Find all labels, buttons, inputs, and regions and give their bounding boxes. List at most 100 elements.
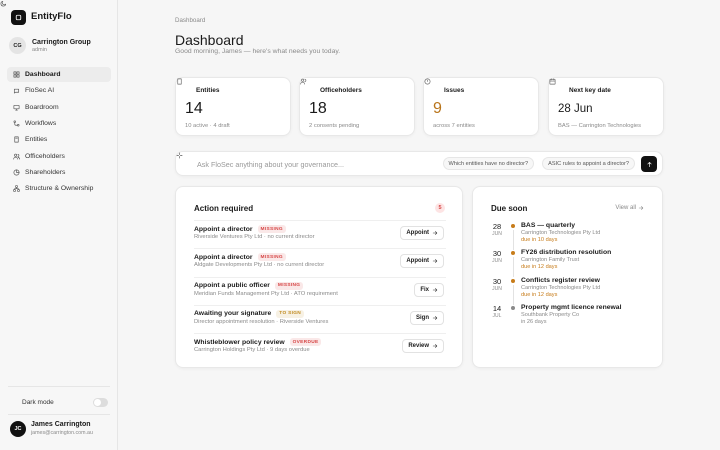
icon bbox=[424, 78, 538, 85]
org-switcher[interactable]: CG Carrington Group admin bbox=[9, 37, 109, 55]
nav-label: Shareholders bbox=[25, 168, 66, 176]
user-menu[interactable]: JC James Carrington james@carrington.com.a… bbox=[10, 421, 110, 438]
timeline-dot bbox=[511, 305, 515, 310]
due-title[interactable]: Property mgmt licence renewal bbox=[521, 303, 622, 311]
ask-bar: Ask FloSec anything about your governanc… bbox=[175, 151, 663, 176]
icon bbox=[13, 71, 20, 78]
due-entity: Carrington Family Trust bbox=[521, 257, 580, 264]
stat-label: Issues bbox=[444, 87, 465, 94]
icon-glyph bbox=[646, 161, 652, 167]
action-title-row: Appoint a public officer MISSING bbox=[194, 281, 304, 290]
action-button[interactable]: Review bbox=[402, 339, 444, 354]
icon-glyph bbox=[176, 152, 183, 159]
date-month: JUN bbox=[492, 231, 502, 237]
view-all-link[interactable]: View all bbox=[615, 205, 644, 211]
timeline-line bbox=[512, 257, 514, 278]
nav-item[interactable]: Workflows bbox=[7, 116, 111, 131]
icon-glyph bbox=[432, 231, 438, 235]
section-title: Action required bbox=[194, 204, 254, 213]
icon bbox=[646, 161, 653, 168]
due-title[interactable]: FY26 distribution resolution bbox=[521, 249, 612, 257]
stat-value: 28 Jun bbox=[558, 103, 593, 115]
icon bbox=[0, 0, 117, 7]
status-tag: OVERDUE bbox=[289, 338, 322, 347]
divider bbox=[8, 414, 110, 415]
icon bbox=[638, 205, 644, 211]
suggestion-chip[interactable]: Which entities have no director? bbox=[442, 157, 535, 170]
date-month: JUL bbox=[492, 312, 502, 319]
action-title-row: Appoint a director MISSING bbox=[194, 225, 286, 233]
stat-note: across 7 entities bbox=[433, 123, 475, 129]
section-title: Due soon bbox=[491, 204, 528, 213]
icon bbox=[13, 104, 20, 111]
button-label: Sign bbox=[416, 314, 429, 321]
action-title: Appoint a director bbox=[194, 225, 253, 233]
due-card: Due soon View all 28 JUN BAS — quarterly Carr… bbox=[472, 186, 663, 368]
icon bbox=[432, 315, 438, 321]
logo[interactable] bbox=[11, 10, 26, 25]
stat-value: 9 bbox=[433, 100, 442, 117]
user-email: james@carrington.com.au bbox=[31, 429, 93, 436]
nav-item[interactable]: Dashboard bbox=[7, 67, 111, 82]
divider bbox=[194, 220, 446, 221]
suggestion-chip[interactable]: ASIC rules to appoint a director? bbox=[542, 157, 635, 170]
status-tag: MISSING bbox=[274, 281, 304, 290]
org-avatar: CG bbox=[9, 37, 26, 54]
action-card: Action required 5 Appoint a director MISSIN… bbox=[175, 186, 463, 368]
action-button[interactable]: Appoint bbox=[400, 254, 444, 269]
nav-item[interactable]: FloSec AI bbox=[7, 83, 111, 98]
nav-item[interactable]: Officeholders bbox=[7, 149, 111, 164]
nav-item[interactable]: Entities bbox=[7, 132, 111, 147]
stat-label: Next key date bbox=[569, 87, 611, 94]
user-avatar: JC bbox=[10, 421, 26, 437]
icon bbox=[176, 152, 662, 159]
send-button[interactable] bbox=[641, 156, 657, 172]
date-day: 30 bbox=[492, 276, 502, 286]
due-title[interactable]: Conflicts register review bbox=[521, 276, 600, 284]
icon-glyph bbox=[15, 14, 22, 21]
timeline-dot bbox=[511, 251, 515, 256]
nav-label: Structure & Ownership bbox=[25, 185, 94, 193]
action-title: Whistleblower policy review bbox=[194, 338, 285, 346]
stat-card: Entities 14 10 active · 4 draft bbox=[175, 77, 291, 136]
action-title-row: Awaiting your signature TO SIGN bbox=[194, 309, 305, 318]
action-button[interactable]: Appoint bbox=[400, 226, 444, 240]
action-button[interactable]: Sign bbox=[410, 310, 444, 325]
icon-glyph bbox=[13, 89, 20, 94]
timeline-dot bbox=[511, 278, 515, 283]
suggestions: Which entities have no director? ASIC rul… bbox=[442, 157, 635, 170]
nav-item[interactable]: Boardroom bbox=[7, 100, 111, 115]
due-entity: Carrington Technologies Pty Ltd bbox=[521, 284, 601, 291]
stat-label: Entities bbox=[196, 87, 220, 94]
icon bbox=[13, 87, 20, 94]
stat-card: Officeholders 18 2 consents pending bbox=[299, 77, 415, 136]
org-role: admin bbox=[32, 47, 47, 53]
action-button[interactable]: Fix bbox=[414, 282, 444, 297]
action-title: Awaiting your signature bbox=[194, 310, 272, 318]
nav-item[interactable]: Shareholders bbox=[7, 165, 111, 180]
timeline-line bbox=[512, 230, 514, 250]
brand: EntityFlo bbox=[31, 11, 72, 22]
org-name: Carrington Group bbox=[32, 39, 91, 46]
action-detail: Director appointment resolution · Rivers… bbox=[194, 318, 329, 325]
status-tag: MISSING bbox=[257, 253, 286, 262]
nav-label: Boardroom bbox=[25, 103, 59, 111]
due-when: in 26 days bbox=[521, 318, 547, 325]
icon-glyph bbox=[177, 78, 182, 85]
icon bbox=[432, 258, 438, 264]
icon-glyph bbox=[432, 287, 438, 292]
icon bbox=[13, 136, 20, 143]
due-when: due in 12 days bbox=[521, 264, 558, 271]
stat-value: 18 bbox=[309, 100, 327, 117]
icon bbox=[432, 230, 438, 236]
link-label: View all bbox=[615, 205, 636, 211]
dark-mode-toggle[interactable] bbox=[93, 398, 108, 407]
count-badge: 5 bbox=[435, 203, 445, 213]
nav-item[interactable]: Structure & Ownership bbox=[7, 181, 111, 196]
stat-note: 2 consents pending bbox=[309, 123, 360, 129]
icon bbox=[13, 185, 20, 192]
action-detail: Aldgate Developments Pty Ltd · no curren… bbox=[194, 262, 325, 269]
ask-input[interactable]: Ask FloSec anything about your governanc… bbox=[197, 160, 345, 169]
due-title[interactable]: BAS — quarterly bbox=[521, 222, 576, 229]
